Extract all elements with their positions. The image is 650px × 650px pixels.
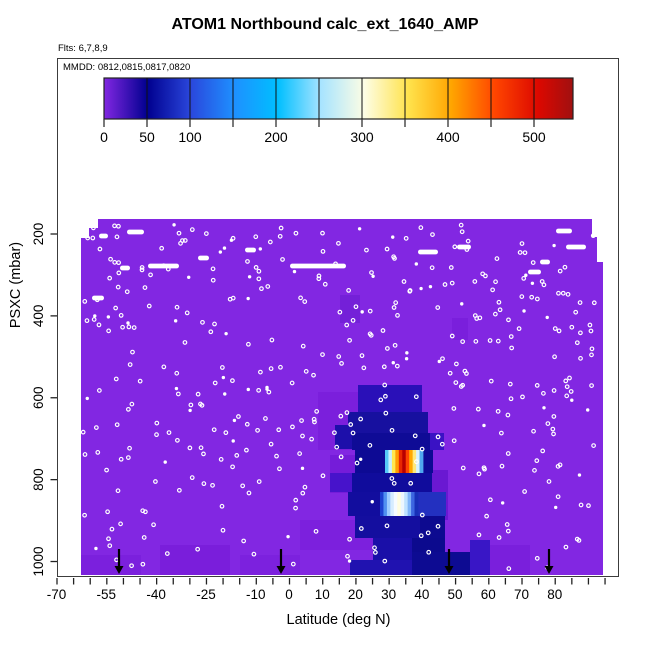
x-axis-label: Latitude (deg N): [286, 612, 391, 628]
svg-text:80: 80: [547, 587, 562, 602]
svg-text:200: 200: [264, 129, 288, 145]
svg-text:800: 800: [31, 468, 46, 491]
svg-text:20: 20: [348, 587, 363, 602]
svg-text:0: 0: [285, 587, 293, 602]
chart-title: ATOM1 Northbound calc_ext_1640_AMP: [171, 16, 479, 33]
svg-text:10: 10: [315, 587, 330, 602]
svg-text:60: 60: [481, 587, 496, 602]
svg-text:-70: -70: [47, 587, 67, 602]
svg-text:50: 50: [448, 587, 463, 602]
svg-text:100: 100: [178, 129, 202, 145]
svg-text:40: 40: [414, 587, 429, 602]
svg-text:500: 500: [522, 129, 546, 145]
svg-text:1000: 1000: [31, 546, 46, 576]
flights-annotation: Flts: 6,7,8,9: [58, 43, 108, 54]
svg-text:-40: -40: [146, 587, 166, 602]
svg-text:600: 600: [31, 386, 46, 409]
svg-text:30: 30: [381, 587, 396, 602]
svg-text:-10: -10: [246, 587, 266, 602]
mmdd-annotation: MMDD: 0812,0815,0817,0820: [63, 62, 191, 73]
svg-text:70: 70: [514, 587, 529, 602]
svg-text:300: 300: [350, 129, 374, 145]
svg-text:200: 200: [31, 223, 46, 246]
svg-text:400: 400: [436, 129, 460, 145]
svg-text:0: 0: [100, 129, 108, 145]
svg-text:400: 400: [31, 305, 46, 328]
svg-text:-55: -55: [97, 587, 117, 602]
plot-box: [57, 58, 619, 577]
svg-text:50: 50: [139, 129, 155, 145]
svg-text:-25: -25: [196, 587, 216, 602]
